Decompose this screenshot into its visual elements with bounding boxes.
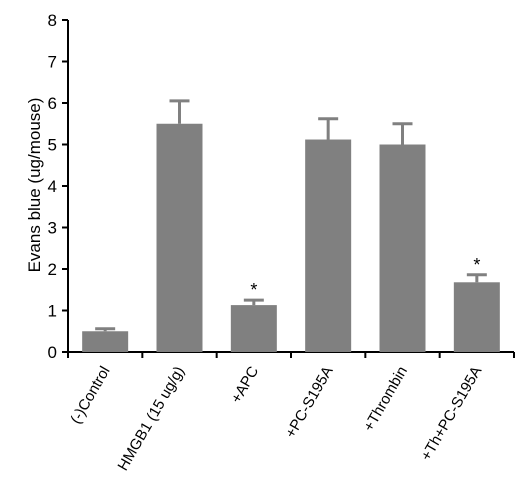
bar <box>379 144 426 352</box>
y-tick-label: 8 <box>48 11 57 30</box>
x-category-label: +Th+PC-S195A <box>418 364 486 464</box>
y-tick-label: 1 <box>48 302 57 321</box>
x-category-label: +APC <box>228 363 263 406</box>
x-category-label: (-)Control <box>67 364 113 427</box>
x-category-label: +Thrombin <box>360 364 411 435</box>
bar <box>82 331 129 352</box>
x-category-label: +PC-S195A <box>282 364 337 441</box>
bar <box>156 123 203 352</box>
plot-area: 0 1 2 3 4 5 6 7 8 (-)Control HMGB1 (15 ug/g) * +APC +… <box>48 11 515 474</box>
x-category-label: HMGB1 (15 ug/g) <box>114 363 187 473</box>
y-tick-label: 0 <box>48 343 57 362</box>
bar <box>305 139 352 352</box>
y-tick-label: 3 <box>48 219 57 238</box>
bar <box>453 282 500 352</box>
y-axis-label: Evans blue (ug/mouse) <box>25 98 44 273</box>
significance-marker: * <box>473 255 480 275</box>
y-tick-label: 4 <box>48 177 57 196</box>
y-tick-label: 2 <box>48 260 57 279</box>
y-tick-label: 6 <box>48 94 57 113</box>
significance-marker: * <box>250 280 257 300</box>
y-tick-label: 7 <box>48 53 57 72</box>
y-tick-label: 5 <box>48 136 57 155</box>
bar <box>230 305 277 352</box>
